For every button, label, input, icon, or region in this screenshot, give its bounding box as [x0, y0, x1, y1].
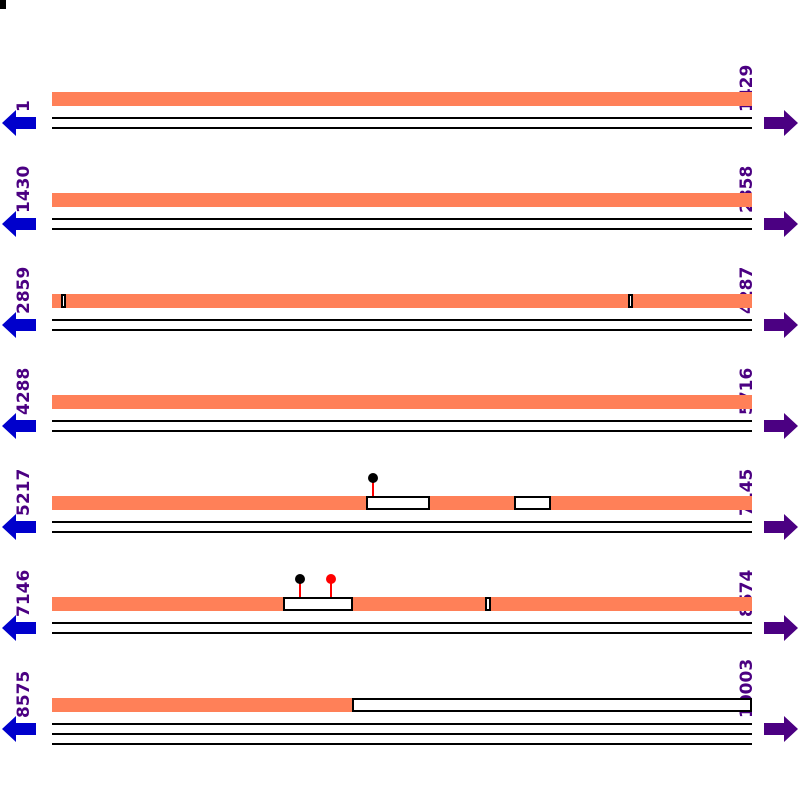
sequence-track[interactable] — [52, 698, 752, 746]
bar-gap — [485, 597, 491, 611]
track-rule — [52, 319, 752, 321]
arrow-left-icon[interactable] — [2, 310, 36, 340]
arrow-right-icon[interactable] — [764, 411, 798, 441]
sequence-track[interactable] — [52, 395, 752, 443]
sequence-track[interactable] — [52, 473, 752, 544]
row-start-label: 7146 — [14, 569, 34, 617]
row-start-label: 8575 — [14, 670, 34, 718]
row-start-label: 1 — [14, 100, 34, 112]
marker-head — [368, 473, 379, 483]
row-start-label: 2859 — [14, 266, 34, 314]
marker-head — [326, 574, 337, 584]
arrow-left-icon[interactable] — [2, 714, 36, 744]
row-start-label: 5217 — [14, 468, 34, 516]
marker-stem — [372, 480, 375, 496]
coverage-bar — [52, 92, 752, 106]
corner-artifact — [0, 0, 6, 9]
track-rule — [52, 228, 752, 230]
bar-gap — [628, 294, 633, 308]
arrow-left-icon[interactable] — [2, 613, 36, 643]
coverage-bar — [52, 395, 752, 409]
sequence-row: 1 1429 — [0, 65, 800, 181]
marker-stem — [298, 581, 301, 597]
row-start-label: 1430 — [14, 165, 34, 213]
track-rule — [52, 521, 752, 523]
arrow-left-icon[interactable] — [2, 108, 36, 138]
sequence-row: 4288 5716 — [0, 368, 800, 484]
sequence-track[interactable] — [52, 193, 752, 241]
sequence-track[interactable] — [52, 92, 752, 140]
arrow-right-icon[interactable] — [764, 714, 798, 744]
coverage-bar — [52, 294, 752, 308]
track-rule — [52, 218, 752, 220]
arrow-right-icon[interactable] — [764, 209, 798, 239]
coverage-bar — [52, 193, 752, 207]
gap-region-box — [283, 597, 353, 611]
gap-region-box — [352, 698, 752, 712]
arrow-right-icon[interactable] — [764, 512, 798, 542]
track-rule — [52, 733, 752, 735]
marker-stem — [330, 581, 333, 597]
arrow-left-icon[interactable] — [2, 411, 36, 441]
sequence-track[interactable] — [52, 574, 752, 645]
track-rule — [52, 329, 752, 331]
variant-marker-red[interactable] — [326, 574, 337, 597]
marker-head — [294, 574, 305, 584]
coverage-bar — [52, 597, 752, 611]
gap-region-box — [514, 496, 552, 510]
track-rule — [52, 430, 752, 432]
sequence-row: 8575 10003 — [0, 659, 800, 787]
track-rule — [52, 531, 752, 533]
arrow-right-icon[interactable] — [764, 613, 798, 643]
arrow-right-icon[interactable] — [764, 310, 798, 340]
track-rule — [52, 127, 752, 129]
track-rule — [52, 743, 752, 745]
sequence-track[interactable] — [52, 294, 752, 342]
track-rule — [52, 420, 752, 422]
row-start-label: 4288 — [14, 367, 34, 415]
sequence-row: 7146 8574 — [0, 570, 800, 686]
sequence-row: 5217 7145 — [0, 469, 800, 585]
sequence-row: 1430 2858 — [0, 166, 800, 282]
track-rule — [52, 622, 752, 624]
gap-region-box — [366, 496, 430, 510]
arrow-left-icon[interactable] — [2, 209, 36, 239]
variant-marker-black[interactable] — [368, 473, 379, 496]
track-rule — [52, 723, 752, 725]
track-rule — [52, 632, 752, 634]
sequence-row: 2859 4287 — [0, 267, 800, 383]
coverage-bar — [52, 698, 353, 712]
arrow-left-icon[interactable] — [2, 512, 36, 542]
variant-marker-black[interactable] — [294, 574, 305, 597]
arrow-right-icon[interactable] — [764, 108, 798, 138]
track-rule — [52, 117, 752, 119]
bar-gap — [61, 294, 66, 308]
